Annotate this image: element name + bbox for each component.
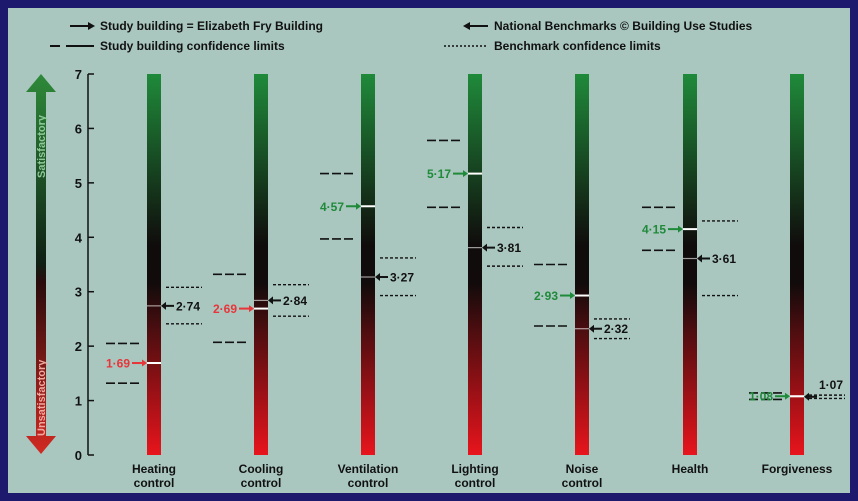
legend-study-ci-label: Study building confidence limits — [100, 39, 285, 53]
benchmark-value-label: 3·61 — [712, 252, 736, 266]
y-tick-label: 6 — [75, 121, 82, 136]
categories: 1·692·74Heatingcontrol2·692·84Coolingcon… — [106, 74, 845, 490]
y-tick-label: 5 — [75, 176, 82, 191]
category-label: control — [562, 476, 603, 490]
benchmark-arrow-head — [482, 243, 487, 252]
legend-benchmark-key — [463, 22, 488, 30]
benchmark-arrow-head — [697, 254, 702, 263]
category-label: Lighting — [451, 462, 498, 476]
study-value-label: 4·57 — [320, 200, 344, 214]
study-value-label: 4·15 — [642, 223, 666, 237]
y-tick-label: 7 — [75, 67, 82, 82]
benchmark-value-label: 1·07 — [819, 378, 843, 392]
category-label: Heating — [132, 462, 176, 476]
satisfaction-bar — [575, 74, 589, 455]
category-label: Forgiveness — [762, 462, 833, 476]
category-forgiveness: 1·08 1·07 Forgiveness — [749, 74, 845, 476]
study-value-label: 1·69 — [106, 357, 130, 371]
benchmark-value-label: 3·27 — [390, 271, 414, 285]
study-value-label: 2·93 — [534, 289, 558, 303]
study-arrow-head — [678, 225, 683, 233]
study-arrow-head — [142, 359, 147, 367]
benchmark-value-label: 2·84 — [283, 294, 307, 308]
benchmark-value-label: 2·74 — [176, 299, 200, 313]
benchmark-value-label: 2·32 — [604, 322, 628, 336]
legend-benchmark-ci-label: Benchmark confidence limits — [494, 39, 661, 53]
benchmark-arrow-head — [375, 273, 380, 282]
category-label: Ventilation — [338, 462, 399, 476]
legend-study-label: Study building = Elizabeth Fry Building — [100, 19, 323, 33]
satisfaction-bar — [683, 74, 697, 455]
satisfaction-bar — [790, 74, 804, 455]
study-arrow-head — [785, 392, 790, 400]
benchmark-arrow-head — [161, 301, 166, 310]
benchmark-value-label: 3·81 — [497, 241, 521, 255]
benchmark-arrow-head — [268, 296, 273, 305]
study-arrow-head — [356, 202, 361, 210]
y-tick-label: 3 — [75, 285, 82, 300]
benchmark-arrow-head — [589, 324, 594, 333]
satisfaction-bar — [147, 74, 161, 455]
axis-arrow-top-label: Satisfactory — [36, 114, 48, 178]
axis-arrow-bottom-label: Unsatisfactory — [36, 359, 48, 436]
category-label: Noise — [566, 462, 599, 476]
category-label: control — [241, 476, 282, 490]
y-tick-label: 1 — [75, 394, 82, 409]
satisfaction-bar — [468, 74, 482, 455]
category-label: Cooling — [239, 462, 284, 476]
study-value-label: 2·69 — [213, 302, 237, 316]
satisfaction-axis-arrow: Satisfactory Unsatisfactory — [26, 74, 56, 454]
satisfaction-chart: Study building = Elizabeth Fry Building … — [26, 19, 845, 490]
y-tick-label: 4 — [75, 230, 83, 245]
chart-frame: Study building = Elizabeth Fry Building … — [8, 8, 850, 493]
study-arrow-head — [249, 305, 254, 313]
legend: Study building = Elizabeth Fry Building … — [50, 19, 753, 53]
category-health: 4·15 3·61 Health — [642, 74, 738, 476]
study-value-label: 5·17 — [427, 167, 451, 181]
satisfaction-bar — [254, 74, 268, 455]
legend-benchmark-label: National Benchmarks © Building Use Studi… — [494, 19, 753, 33]
y-axis: 0 1 2 3 4 5 6 7 — [75, 67, 94, 463]
legend-study-key — [70, 22, 95, 30]
study-arrow-head — [463, 170, 468, 178]
study-value-label: 1·08 — [749, 390, 773, 404]
satisfaction-bar — [361, 74, 375, 455]
category-label: Health — [672, 462, 709, 476]
category-label: control — [134, 476, 175, 490]
category-label: control — [348, 476, 389, 490]
category-label: control — [455, 476, 496, 490]
y-tick-label: 0 — [75, 448, 82, 463]
benchmark-arrow-head — [804, 392, 809, 401]
study-arrow-head — [570, 292, 575, 300]
y-tick-label: 2 — [75, 339, 82, 354]
